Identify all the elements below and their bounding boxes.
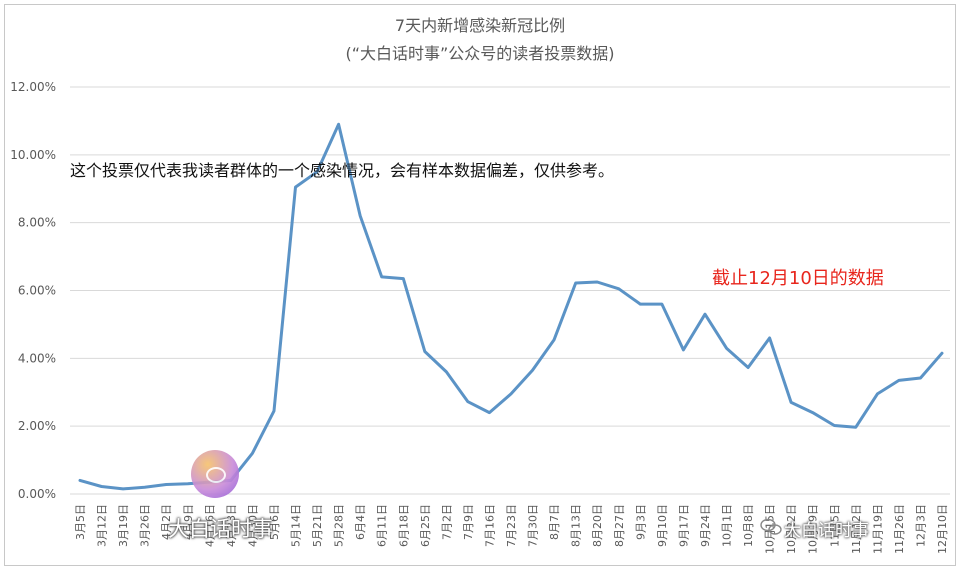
disclaimer-annotation: 这个投票仅代表我读者群体的一个感染情况，会有样本数据偏差，仅供参考。: [70, 161, 615, 180]
data-point: [509, 392, 513, 396]
x-tick-label: 7月23日: [505, 504, 518, 547]
wechat-icon: [760, 518, 782, 535]
x-tick-label: 7月9日: [462, 504, 475, 540]
data-point: [703, 313, 707, 316]
data-point: [854, 425, 857, 429]
x-tick-label: 7月30日: [527, 504, 540, 547]
data-point: [574, 281, 577, 285]
x-tick-label: 5月21日: [311, 504, 324, 547]
chart-title: 7天内新增感染新冠比例: [394, 16, 566, 35]
x-tick-label: 8月13日: [570, 504, 583, 547]
data-point: [251, 452, 254, 455]
data-point: [315, 170, 319, 173]
x-tick-label: 8月27日: [613, 504, 626, 547]
x-tick-label: 9月24日: [699, 504, 712, 547]
data-point: [402, 277, 405, 280]
chart-subtitle: (“大白话时事”公众号的读者投票数据): [345, 44, 615, 63]
y-tick-label: 12.00%: [10, 80, 56, 94]
data-point: [100, 485, 103, 488]
data-point: [919, 376, 922, 380]
x-axis-ticks: 3月5日 3月12日 3月19日 3月26日 4月2日 4月9日 4月16日 4月23日 4月3…: [74, 504, 949, 554]
x-tick-label: 11月19日: [871, 504, 884, 554]
data-point: [596, 280, 599, 284]
x-tick-label: 4月16日: [203, 504, 216, 547]
x-tick-label: 8月20日: [591, 504, 604, 547]
y-tick-label: 0.00%: [18, 487, 56, 501]
x-tick-label: 11月26日: [893, 504, 906, 554]
x-tick-label: 12月10日: [936, 504, 949, 554]
data-point: [294, 185, 297, 189]
data-point: [337, 123, 340, 126]
grid-lines: [70, 86, 950, 495]
x-tick-label: 6月25日: [419, 504, 432, 547]
x-tick-label: 7月16日: [483, 504, 496, 547]
x-tick-label: 10月1日: [721, 504, 734, 547]
data-point: [833, 424, 836, 427]
data-point: [380, 275, 383, 279]
x-tick-label: 3月5日: [74, 504, 87, 540]
watermark-logo-icon: [191, 450, 239, 498]
y-axis-ticks: 0.00% 2.00% 4.00% 6.00% 8.00% 10.00% 12.00%: [10, 80, 56, 501]
data-point: [725, 346, 728, 350]
x-tick-label: 4月23日: [225, 504, 238, 547]
x-tick-label: 10月29日: [807, 504, 820, 554]
x-tick-label: 8月7日: [548, 504, 561, 540]
data-point: [746, 366, 750, 369]
x-tick-label: 10月15日: [764, 504, 777, 554]
data-point: [488, 411, 491, 414]
chart-frame: [4, 4, 956, 566]
data-point: [617, 287, 620, 291]
data-point: [121, 487, 125, 491]
x-tick-label: 3月26日: [139, 504, 152, 547]
data-point: [531, 369, 534, 372]
data-point: [789, 401, 793, 404]
x-tick-label: 10月8日: [742, 504, 755, 547]
watermark-right: 大白话时事: [784, 521, 869, 541]
x-tick-label: 12月3日: [914, 504, 927, 547]
x-tick-label: 6月11日: [376, 504, 389, 547]
data-point: [143, 486, 146, 489]
x-tick-label: 11月5日: [828, 504, 841, 547]
data-point: [466, 400, 470, 403]
data-point: [272, 409, 276, 413]
x-tick-label: 11月12日: [850, 504, 863, 554]
data-point: [940, 352, 944, 355]
data-point: [897, 379, 901, 382]
y-tick-label: 8.00%: [18, 216, 56, 230]
watermark-left: 大白话时事: [168, 517, 273, 541]
y-tick-label: 4.00%: [18, 351, 56, 365]
data-point: [186, 482, 189, 486]
data-point: [660, 302, 664, 306]
y-tick-label: 2.00%: [18, 419, 56, 433]
data-point: [552, 338, 556, 341]
x-tick-label: 5月6日: [268, 504, 281, 540]
cutoff-date-annotation: 截止12月10日的数据: [712, 268, 884, 289]
x-tick-label: 9月10日: [656, 504, 669, 547]
data-point: [358, 214, 362, 218]
x-tick-label: 7月2日: [440, 504, 453, 540]
x-tick-label: 9月17日: [677, 504, 690, 547]
x-tick-label: 9月3日: [634, 504, 647, 540]
x-tick-label: 4月2日: [160, 504, 173, 540]
x-tick-label: 5月28日: [333, 504, 346, 547]
data-point: [78, 479, 82, 482]
x-tick-label: 6月18日: [397, 504, 410, 547]
y-tick-label: 6.00%: [18, 284, 56, 298]
x-tick-label: 3月19日: [117, 504, 130, 547]
data-point: [639, 302, 642, 306]
x-tick-label: 5月14日: [290, 504, 303, 547]
data-point: [768, 336, 771, 340]
data-point: [445, 370, 448, 374]
data-point: [682, 348, 685, 352]
data-point: [165, 483, 168, 486]
x-tick-label: 4月30日: [246, 504, 259, 547]
data-point: [811, 411, 814, 414]
x-tick-label: 10月22日: [785, 504, 798, 554]
x-tick-label: 6月4日: [354, 504, 367, 540]
y-tick-label: 10.00%: [10, 148, 56, 162]
x-tick-label: 4月9日: [182, 504, 195, 540]
data-point: [876, 392, 879, 396]
data-point: [423, 350, 426, 353]
x-tick-label: 3月12日: [96, 504, 109, 547]
